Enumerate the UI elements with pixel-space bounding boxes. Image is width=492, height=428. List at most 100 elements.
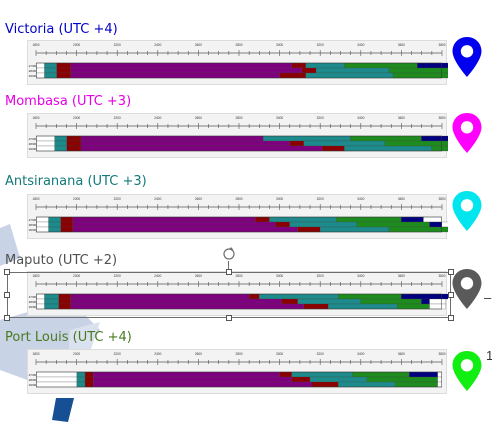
timeline-segment bbox=[76, 371, 86, 378]
timeline-segment bbox=[263, 135, 351, 142]
axis-tick-label: 3400 bbox=[357, 43, 364, 47]
timeline-segment bbox=[437, 376, 442, 383]
axis-tick-label: 3200 bbox=[317, 43, 324, 47]
timeline-segment bbox=[70, 72, 280, 79]
axis-tick-label: 3600 bbox=[398, 197, 405, 201]
resize-handle-bottom-right[interactable] bbox=[448, 315, 454, 321]
timeline-segment bbox=[36, 62, 45, 69]
timeline-segment bbox=[44, 62, 57, 69]
axis-tick-label: 3800 bbox=[438, 116, 445, 120]
axis-tick-label: 3000 bbox=[276, 274, 283, 278]
timeline-segment bbox=[48, 226, 61, 233]
map-pin-icon bbox=[452, 351, 482, 391]
timeline-segment bbox=[417, 62, 448, 69]
axis-tick-label: 3800 bbox=[438, 197, 445, 201]
resize-handle-bottom-left[interactable] bbox=[4, 315, 10, 321]
timeline-segment bbox=[36, 371, 78, 378]
axis-tick-label: 3800 bbox=[438, 352, 445, 356]
timeline-segment bbox=[93, 381, 313, 388]
timeline-segment bbox=[303, 140, 386, 147]
resize-handle-right[interactable] bbox=[448, 292, 454, 298]
axis-tick-label: 3400 bbox=[357, 274, 364, 278]
timeline-segment bbox=[72, 226, 298, 233]
timeline-segment bbox=[70, 62, 292, 69]
timeline-segment bbox=[305, 72, 394, 79]
resize-handle-top-right[interactable] bbox=[448, 269, 454, 275]
timeline-chart-panel[interactable]: 1800 2000 2200 2400 2600 2800 3000 3200 3400 3600… bbox=[27, 40, 448, 85]
rotate-handle-icon[interactable] bbox=[222, 247, 236, 261]
axis-tick-label: 3000 bbox=[276, 116, 283, 120]
timeline-segment bbox=[423, 216, 442, 223]
timeline-segment bbox=[279, 72, 307, 79]
axis-tick-label: 3000 bbox=[276, 197, 283, 201]
city-label: Maputo (UTC +2) bbox=[5, 253, 118, 268]
timeline-segment bbox=[291, 371, 353, 378]
timeline-segment bbox=[54, 135, 67, 142]
axis-tick-label: 2600 bbox=[195, 43, 202, 47]
timeline-chart-panel[interactable]: 1800 2000 2200 2400 2600 2800 3000 3200 3400 3600… bbox=[27, 349, 447, 394]
resize-handle-top[interactable] bbox=[226, 269, 232, 275]
timeline-frame bbox=[36, 135, 442, 152]
axis-tick-label: 3600 bbox=[398, 352, 405, 356]
axis-tick-label: 2000 bbox=[73, 43, 80, 47]
timeline-segment bbox=[60, 221, 74, 228]
axis-tick-label: 2400 bbox=[154, 116, 161, 120]
timeline-segment bbox=[84, 381, 94, 388]
timeline-segment bbox=[36, 226, 49, 233]
timeline-segment bbox=[356, 221, 430, 228]
axis-tick-label: 3200 bbox=[317, 197, 324, 201]
axis-tick-label: 1800 bbox=[32, 197, 39, 201]
timeline-segment bbox=[366, 376, 438, 383]
axis-tick-label: 3200 bbox=[317, 352, 324, 356]
timeline-segment bbox=[421, 135, 448, 142]
timeline-segment bbox=[322, 145, 345, 152]
timeline-segment bbox=[394, 381, 438, 388]
timeline-chart-panel[interactable]: 1800 2000 2200 2400 2600 2800 3000 3200 3400 3600… bbox=[27, 194, 448, 239]
axis-tick-label: 2200 bbox=[114, 116, 121, 120]
timeline-chart: 1800 2000 2200 2400 2600 2800 3000 3200 3400 3600… bbox=[29, 352, 446, 388]
timeline-segment bbox=[437, 381, 442, 388]
timeline-segment bbox=[352, 371, 410, 378]
timeline-frame bbox=[36, 371, 442, 388]
axis-tick-label: 2800 bbox=[235, 197, 242, 201]
timeline-segment bbox=[319, 226, 390, 233]
timeline-chart-panel[interactable]: 1800 2000 2200 2400 2600 2800 3000 3200 3400 3600… bbox=[27, 113, 448, 158]
axis-tick-label: 2800 bbox=[235, 43, 242, 47]
timeline-segment bbox=[279, 371, 292, 378]
timeline-segment bbox=[60, 226, 74, 233]
timeline-chart-panel[interactable]: 1800 2000 2200 2400 2600 2800 3000 3200 3400 3600… bbox=[27, 271, 448, 316]
timeline-segment bbox=[56, 72, 71, 79]
axis-tick-label: 2200 bbox=[114, 274, 121, 278]
timeline-segment bbox=[437, 371, 442, 378]
axis-tick-label: 3000 bbox=[276, 352, 283, 356]
axis-tick-label: 2600 bbox=[195, 197, 202, 201]
axis-tick-label: 2800 bbox=[235, 352, 242, 356]
axis-tick-label: 2800 bbox=[235, 274, 242, 278]
axis-tick-label: 3200 bbox=[317, 116, 324, 120]
resize-handle-left[interactable] bbox=[4, 292, 10, 298]
timeline-segment bbox=[66, 135, 82, 142]
axis-tick-label: 2000 bbox=[73, 197, 80, 201]
axis-tick-label: 2200 bbox=[114, 352, 121, 356]
timeline-segment bbox=[36, 140, 55, 147]
selection-frame[interactable] bbox=[7, 272, 451, 318]
resize-handle-bottom[interactable] bbox=[226, 315, 232, 321]
timeline-segment bbox=[36, 72, 45, 79]
timeline-chart: 1800 2000 2200 2400 2600 2800 3000 3200 3400 3600… bbox=[29, 43, 448, 79]
axis-tick-label: 3000 bbox=[276, 43, 283, 47]
axis-tick-label: 2000 bbox=[73, 274, 80, 278]
timeline-segment bbox=[289, 221, 357, 228]
timeline-segment bbox=[84, 371, 94, 378]
resize-handle-top-left[interactable] bbox=[4, 269, 10, 275]
timeline-segment bbox=[338, 381, 396, 388]
timeline-segment bbox=[336, 216, 402, 223]
axis-tick-label: 3600 bbox=[398, 274, 405, 278]
timeline-segment bbox=[388, 226, 448, 233]
timeline-frame bbox=[36, 293, 442, 310]
edge-number-mark: 1 bbox=[486, 348, 492, 363]
timeline-segment bbox=[350, 135, 422, 142]
timeline-segment bbox=[54, 140, 67, 147]
timeline-segment bbox=[297, 226, 321, 233]
edge-dash-mark: – bbox=[484, 290, 492, 305]
axis-tick-label: 2600 bbox=[195, 352, 202, 356]
